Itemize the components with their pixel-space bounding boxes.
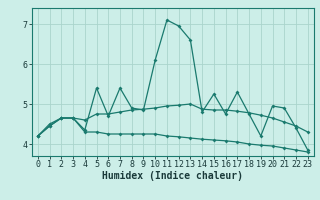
X-axis label: Humidex (Indice chaleur): Humidex (Indice chaleur) — [102, 171, 243, 181]
